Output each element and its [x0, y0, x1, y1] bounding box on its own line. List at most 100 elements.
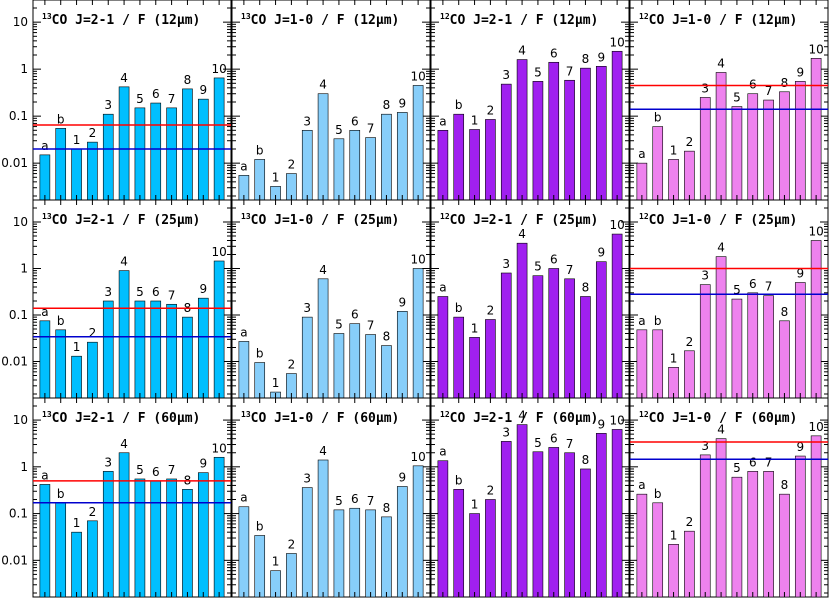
bar-a [437, 460, 449, 598]
bar-label: 4 [717, 56, 725, 70]
bar-label: b [455, 301, 463, 315]
bar-label: 9 [199, 457, 207, 471]
bar-6 [548, 447, 560, 598]
bar-label: 5 [733, 91, 741, 105]
panel-title-isotope: 12 [639, 12, 649, 21]
bar-label: 7 [765, 84, 773, 98]
bar-2 [87, 141, 98, 201]
bar-label: 6 [749, 455, 757, 469]
bar-4 [118, 270, 130, 399]
bar-5 [134, 107, 146, 201]
bar-label: 9 [199, 83, 207, 97]
bar-8 [779, 320, 790, 399]
panel-title-isotope: 12 [440, 12, 450, 21]
bar-b [254, 362, 266, 399]
bar-3 [699, 454, 711, 598]
bar-label: 3 [303, 114, 311, 128]
bar-label: 7 [367, 122, 375, 136]
bar-8 [779, 91, 790, 201]
bar-label: b [654, 111, 662, 125]
bar-label: 1 [272, 376, 280, 390]
bar-label: 6 [351, 114, 359, 128]
bar-label: 1 [471, 113, 479, 127]
bar-2 [684, 530, 695, 598]
bar-label: a [439, 114, 446, 128]
bar-3 [301, 129, 313, 201]
bar-8 [381, 113, 392, 201]
bar-8 [779, 493, 790, 598]
bar-4 [317, 93, 329, 201]
bar-a [636, 329, 648, 399]
bar-label: 8 [582, 280, 590, 294]
bar-label: 4 [717, 423, 725, 437]
y-tick-label: 10 [13, 413, 28, 427]
bar-5 [731, 106, 743, 201]
panel-title-text: CO J=1-0 / F (25μm) [251, 213, 400, 228]
panel-title-isotope: 13 [42, 12, 52, 21]
bar-2 [87, 520, 98, 598]
bar-8 [580, 468, 591, 598]
bar-label: 10 [609, 35, 624, 49]
bar-6 [349, 507, 361, 598]
bar-label: a [41, 305, 48, 319]
bar-label: 6 [152, 285, 160, 299]
bar-5 [731, 298, 743, 399]
panel-title: 12CO J=2-1 / F (12μm) [440, 12, 598, 28]
bar-label: 3 [502, 257, 510, 271]
bar-label: 8 [383, 98, 391, 112]
bar-label: 8 [781, 478, 789, 492]
bar-4 [516, 59, 528, 201]
bar-label: 3 [104, 285, 112, 299]
bar-label: 3 [502, 68, 510, 82]
bar-label: 4 [319, 444, 327, 458]
panel-title-text: CO J=2-1 / F (12μm) [52, 13, 201, 28]
bar-label: 10 [410, 450, 425, 464]
bar-label: 2 [288, 537, 296, 551]
bar-8 [182, 316, 193, 399]
bar-label: b [57, 314, 65, 328]
bar-3 [102, 300, 114, 399]
panel-title-isotope: 12 [639, 410, 649, 419]
bar-b [55, 329, 67, 399]
bar-label: 8 [383, 501, 391, 515]
bar-label: 6 [351, 308, 359, 322]
bar-7 [564, 278, 575, 399]
bar-a [437, 296, 449, 399]
bar-label: 4 [120, 71, 128, 85]
bar-label: 7 [168, 463, 176, 477]
bar-3 [500, 272, 512, 399]
bar-label: 8 [184, 73, 192, 87]
bar-3 [500, 441, 512, 598]
bar-label: 4 [120, 255, 128, 269]
bar-label: 2 [686, 335, 694, 349]
panel-title-isotope: 13 [42, 410, 52, 419]
bar-a [437, 129, 449, 201]
bar-2 [684, 150, 695, 201]
bar-4 [317, 278, 329, 399]
bar-label: 7 [765, 455, 773, 469]
bar-2 [485, 319, 496, 399]
panel-title: 13CO J=1-0 / F (12μm) [241, 12, 399, 28]
y-tick-label: 1 [20, 62, 28, 76]
bar-label: 2 [487, 103, 495, 117]
bar-4 [118, 86, 130, 201]
bar-4 [516, 242, 528, 399]
bar-5 [333, 333, 345, 399]
bar-7 [763, 99, 774, 201]
bar-label: 3 [701, 81, 709, 95]
bar-label: 2 [89, 326, 97, 340]
bar-label: 1 [471, 498, 479, 512]
bar-9 [595, 433, 607, 598]
panel-title: 13CO J=2-1 / F (25μm) [42, 212, 200, 228]
bar-10 [412, 268, 424, 399]
bar-3 [102, 113, 114, 201]
bar-5 [333, 138, 345, 201]
bar-label: b [455, 98, 463, 112]
bar-label: 1 [73, 516, 81, 530]
bar-label: 6 [550, 252, 558, 266]
bar-1 [668, 159, 679, 201]
